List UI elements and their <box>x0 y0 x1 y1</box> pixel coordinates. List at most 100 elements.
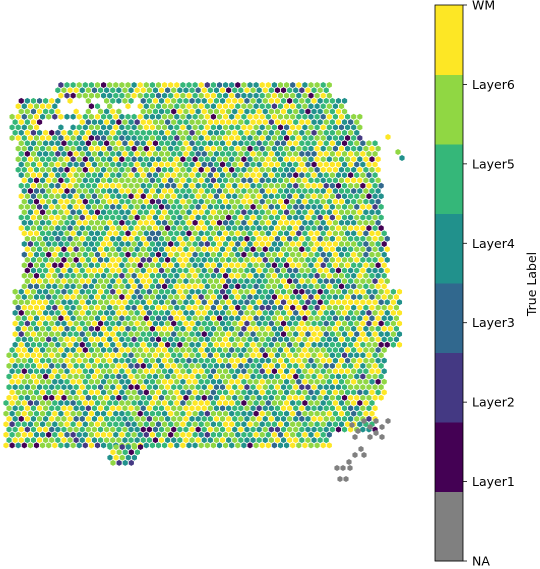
spot-layer5 <box>256 373 262 380</box>
spot-wm <box>226 182 232 189</box>
spot-layer4 <box>137 431 143 438</box>
spot-layer5 <box>171 225 177 232</box>
spot-layer4 <box>223 304 229 311</box>
spot-layer6 <box>223 188 229 194</box>
spot-wm <box>274 97 281 104</box>
spot-layer5 <box>128 129 134 136</box>
spot-layer3 <box>305 288 311 295</box>
spot-layer4 <box>101 442 107 449</box>
spot-wm <box>146 278 152 285</box>
spot-layer5 <box>168 135 174 141</box>
spot-layer6 <box>134 331 140 338</box>
spot-wm <box>52 188 58 194</box>
spot-wm <box>61 129 67 136</box>
spot-layer6 <box>101 177 107 184</box>
spot-layer3 <box>265 400 271 406</box>
spot-wm <box>192 272 198 279</box>
spot-layer6 <box>341 320 348 327</box>
spot-wm <box>223 103 229 110</box>
spot-layer5 <box>229 294 235 300</box>
spot-layer6 <box>235 336 241 343</box>
spot-layer3 <box>165 203 171 210</box>
spot-wm <box>110 108 116 115</box>
spot-layer1 <box>299 288 305 295</box>
spot-layer6 <box>235 177 241 184</box>
spot-layer6 <box>277 378 284 385</box>
spot-layer5 <box>146 331 152 338</box>
spot-wm <box>168 251 174 258</box>
spot-layer6 <box>256 341 262 348</box>
spot-layer2 <box>314 272 320 279</box>
spot-layer1 <box>177 341 183 348</box>
spot-wm <box>332 262 338 269</box>
spot-wm <box>332 368 338 375</box>
spot-wm <box>21 347 27 353</box>
spot-layer6 <box>128 394 134 401</box>
spot-layer6 <box>21 198 27 205</box>
spot-layer4 <box>137 241 143 247</box>
spot-layer5 <box>265 113 271 120</box>
spot-layer4 <box>311 299 317 306</box>
spot-layer6 <box>241 103 247 110</box>
spot-layer6 <box>40 336 46 343</box>
spot-wm <box>9 378 15 385</box>
spot-layer3 <box>131 272 137 279</box>
spot-layer6 <box>223 347 229 353</box>
spot-layer4 <box>27 198 33 205</box>
spot-layer4 <box>256 129 262 136</box>
spot-layer5 <box>158 288 165 295</box>
spot-layer6 <box>101 368 107 375</box>
spot-layer4 <box>12 405 18 412</box>
spot-layer5 <box>348 246 354 253</box>
spot-layer4 <box>91 331 98 338</box>
spot-wm <box>280 203 287 210</box>
spot-wm <box>317 373 323 380</box>
spot-layer3 <box>70 209 76 216</box>
spot-wm <box>152 97 159 104</box>
spot-layer5 <box>302 135 308 141</box>
spot-wm <box>204 262 210 269</box>
spot-layer3 <box>250 331 256 338</box>
spot-layer6 <box>40 400 46 406</box>
spot-layer3 <box>49 426 55 433</box>
spot-wm <box>24 352 30 359</box>
spot-layer6 <box>18 203 24 210</box>
spot-layer1 <box>119 219 125 226</box>
spot-layer6 <box>73 394 79 401</box>
spot-wm <box>229 400 235 406</box>
spot-layer5 <box>247 431 253 438</box>
spot-wm <box>162 357 168 364</box>
spot-layer4 <box>40 219 46 226</box>
spot-layer4 <box>332 188 338 194</box>
spot-layer4 <box>226 193 232 200</box>
spot-layer6 <box>43 225 49 232</box>
spot-layer2 <box>262 256 268 263</box>
spot-layer6 <box>162 421 168 428</box>
spot-wm <box>335 214 342 221</box>
spot-layer4 <box>332 294 338 300</box>
spot-layer5 <box>18 405 24 412</box>
spot-layer3 <box>113 347 119 353</box>
spot-layer5 <box>85 182 91 189</box>
spot-layer6 <box>137 421 143 428</box>
spot-wm <box>223 166 229 173</box>
spot-layer6 <box>24 161 30 168</box>
spot-layer5 <box>168 283 174 290</box>
spot-layer5 <box>183 246 189 253</box>
spot-layer5 <box>64 251 70 258</box>
spot-layer1 <box>311 161 317 168</box>
spot-layer4 <box>40 431 46 438</box>
spot-na <box>343 476 349 482</box>
spot-layer5 <box>277 272 284 279</box>
spot-layer6 <box>18 140 24 147</box>
spot-wm <box>33 209 40 216</box>
spot-layer4 <box>30 140 37 147</box>
spot-layer5 <box>207 309 213 316</box>
spot-layer2 <box>299 87 305 94</box>
spot-layer6 <box>323 119 329 126</box>
spot-wm <box>247 124 253 131</box>
spot-layer5 <box>265 431 271 438</box>
spot-layer6 <box>104 97 110 104</box>
spot-layer5 <box>52 294 58 300</box>
spot-layer5 <box>140 288 146 295</box>
